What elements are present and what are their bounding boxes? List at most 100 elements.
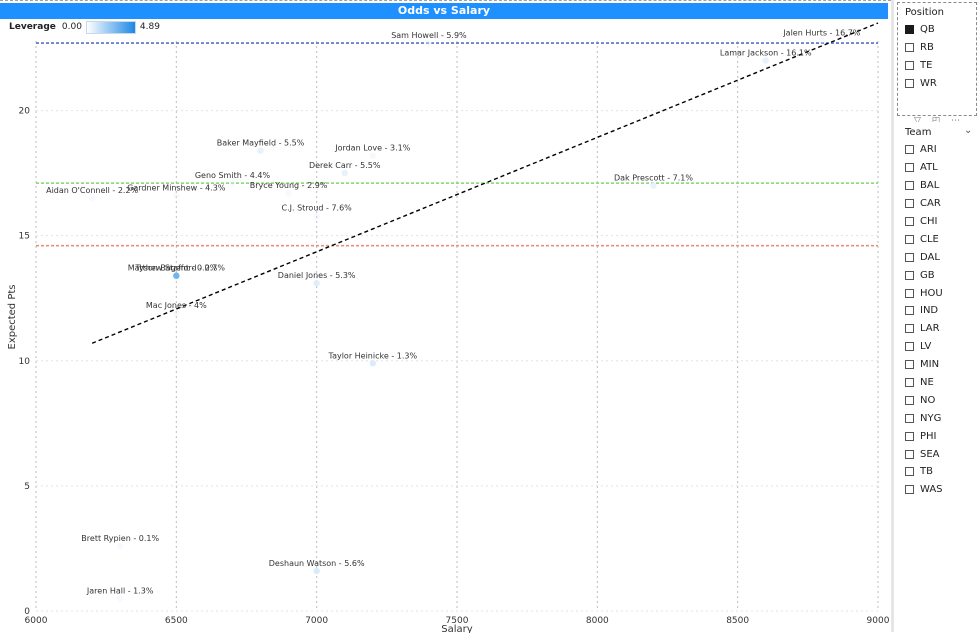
- data-label: Taylor Heinicke - 1.3%: [328, 351, 418, 360]
- data-point: [369, 152, 376, 159]
- team-option-label: NE: [920, 377, 934, 389]
- y-tick-label: 0: [24, 607, 30, 617]
- data-point: [650, 182, 657, 189]
- team-option-18[interactable]: TB: [897, 463, 980, 481]
- data-point: [117, 542, 124, 550]
- position-option-label: RB: [920, 41, 934, 53]
- data-label: Lamar Jackson - 16.1%: [720, 49, 812, 58]
- team-option-label: NO: [920, 394, 936, 406]
- checkbox[interactable]: [905, 342, 914, 352]
- team-option-19[interactable]: WAS: [897, 481, 980, 499]
- x-tick-label: 6000: [25, 616, 48, 626]
- y-tick-label: 10: [19, 357, 31, 367]
- data-point: [285, 189, 292, 197]
- team-option-13[interactable]: NE: [897, 374, 980, 392]
- team-option-4[interactable]: CHI: [897, 213, 980, 231]
- data-point: [88, 194, 96, 202]
- team-option-3[interactable]: CAR: [897, 195, 980, 213]
- data-label: C.J. Stroud - 7.6%: [282, 204, 353, 213]
- team-slicer-title: Team: [905, 127, 932, 138]
- team-option-0[interactable]: ARI: [897, 141, 980, 159]
- data-point: [173, 272, 180, 279]
- data-label: Jordan Love - 3.1%: [334, 144, 411, 153]
- checkbox[interactable]: [905, 485, 914, 495]
- data-point: [173, 272, 180, 279]
- team-option-2[interactable]: BAL: [897, 177, 980, 195]
- team-option-label: PHI: [920, 430, 937, 442]
- team-option-9[interactable]: IND: [897, 302, 980, 320]
- position-option-0[interactable]: QB: [898, 20, 976, 38]
- team-option-label: BAL: [920, 180, 940, 192]
- legend-label: Leverage: [9, 22, 56, 32]
- data-label: Jalen Hurts - 16.7%: [782, 29, 860, 38]
- data-label: Bryce Young - 2.9%: [250, 181, 328, 190]
- x-tick-label: 7000: [305, 616, 328, 626]
- checkbox[interactable]: [905, 163, 914, 173]
- y-axis-label: Expected Pts: [7, 285, 18, 350]
- checkbox[interactable]: [905, 24, 914, 34]
- checkbox[interactable]: [905, 252, 914, 262]
- team-option-label: CAR: [920, 198, 941, 210]
- data-label: Deshaun Watson - 5.6%: [269, 559, 365, 568]
- checkbox[interactable]: [905, 324, 914, 334]
- team-option-12[interactable]: MIN: [897, 356, 980, 374]
- team-option-label: TB: [920, 466, 933, 478]
- chart-panel: Odds vs Salary Leverage 0.00 4.89 Jalen …: [0, 0, 891, 633]
- team-option-10[interactable]: LAR: [897, 320, 980, 338]
- team-option-5[interactable]: CLE: [897, 230, 980, 248]
- team-slicer: Team ARI ATL BAL CAR CHI CLE DAL GB HOU IND LAR LV M…: [897, 122, 980, 502]
- data-label: Geno Smith - 4.4%: [195, 171, 271, 180]
- legend-min: 0.00: [61, 22, 82, 32]
- data-point: [229, 179, 236, 187]
- checkbox[interactable]: [905, 360, 914, 370]
- checkbox[interactable]: [905, 60, 914, 70]
- team-option-7[interactable]: GB: [897, 266, 980, 284]
- data-point: [173, 310, 180, 317]
- checkbox[interactable]: [905, 431, 914, 441]
- team-option-label: NYG: [920, 412, 942, 424]
- checkbox[interactable]: [905, 378, 914, 388]
- team-option-14[interactable]: NO: [897, 391, 980, 409]
- team-option-label: WAS: [920, 484, 943, 496]
- team-option-label: SEA: [920, 448, 940, 460]
- position-option-2[interactable]: TE: [898, 56, 976, 74]
- checkbox[interactable]: [905, 199, 914, 209]
- data-point: [341, 169, 348, 177]
- visual-header-icons[interactable]: ▽ ◰ ⋯: [914, 116, 965, 126]
- checkbox[interactable]: [905, 467, 914, 477]
- checkbox[interactable]: [905, 270, 914, 280]
- position-slicer: Position QB RB TE WR: [897, 2, 977, 116]
- checkbox[interactable]: [905, 306, 914, 316]
- team-option-11[interactable]: LV: [897, 338, 980, 356]
- team-option-15[interactable]: NYG: [897, 409, 980, 427]
- checkbox[interactable]: [905, 145, 914, 155]
- team-option-8[interactable]: HOU: [897, 284, 980, 302]
- checkbox[interactable]: [905, 181, 914, 191]
- data-label: Matthew Stafford - 0.7%: [128, 264, 226, 273]
- checkbox[interactable]: [905, 234, 914, 244]
- checkbox[interactable]: [905, 288, 914, 298]
- data-point: [257, 147, 264, 154]
- team-option-1[interactable]: ATL: [897, 159, 980, 177]
- data-label: Daniel Jones - 5.3%: [278, 271, 356, 280]
- position-slicer-title: Position: [905, 7, 944, 18]
- checkbox[interactable]: [905, 217, 914, 226]
- checkbox[interactable]: [905, 449, 914, 459]
- checkbox[interactable]: [905, 42, 914, 52]
- checkbox[interactable]: [905, 78, 914, 88]
- data-label: Tyson Bagent - 0.2%: [134, 264, 217, 273]
- checkbox[interactable]: [905, 395, 914, 405]
- chart-title: Odds vs Salary: [0, 3, 888, 19]
- checkbox[interactable]: [905, 413, 914, 423]
- data-point: [313, 280, 320, 287]
- team-option-label: ARI: [920, 144, 937, 156]
- chevron-down-icon[interactable]: ⌄: [964, 125, 973, 136]
- team-option-label: CLE: [920, 233, 939, 245]
- position-option-3[interactable]: WR: [898, 74, 976, 92]
- team-option-6[interactable]: DAL: [897, 248, 980, 266]
- team-option-16[interactable]: PHI: [897, 427, 980, 445]
- position-option-1[interactable]: RB: [898, 38, 976, 56]
- data-point: [173, 192, 180, 199]
- x-tick-label: 6500: [165, 616, 188, 626]
- team-option-17[interactable]: SEA: [897, 445, 980, 463]
